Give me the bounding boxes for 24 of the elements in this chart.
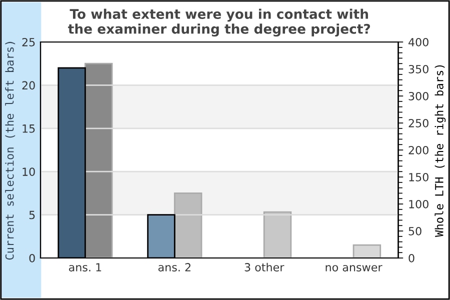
y2-tick-label: 50 xyxy=(408,226,422,236)
y-tick-label: 10 xyxy=(22,168,35,176)
y2-tick-label: 200 xyxy=(408,146,428,154)
y2-tick-label: 0 xyxy=(408,254,414,262)
x-tick-label: no answer xyxy=(326,265,382,272)
y-tick-label: 15 xyxy=(22,124,35,133)
x-tick-label: 3 other xyxy=(244,262,284,272)
y2-tick-label: 150 xyxy=(409,172,428,182)
y2-axis-title: Whole LTH (the right bars) xyxy=(434,65,446,237)
bar xyxy=(352,244,382,258)
y-tick-label: 20 xyxy=(22,81,35,90)
y2-tick-label: 250 xyxy=(408,118,428,128)
y-tick-label: 0 xyxy=(29,254,35,262)
bar xyxy=(263,211,292,258)
x-tick-label: ans. 1 xyxy=(69,263,102,272)
y2-tick-label: 300 xyxy=(408,92,428,100)
y2-tick-label: 100 xyxy=(409,200,428,208)
y2-tick-label: 350 xyxy=(408,64,428,74)
y-axis-title: Current selection (the left bars) xyxy=(5,42,16,260)
y2-tick-label: 400 xyxy=(408,38,428,46)
y-tick-label: 25 xyxy=(22,38,35,46)
y-tick-label: 5 xyxy=(29,210,35,220)
chart-title: To what extent were you in contact with the examiner during the degree project? xyxy=(68,8,370,37)
x-tick-label: ans. 2 xyxy=(158,263,190,272)
